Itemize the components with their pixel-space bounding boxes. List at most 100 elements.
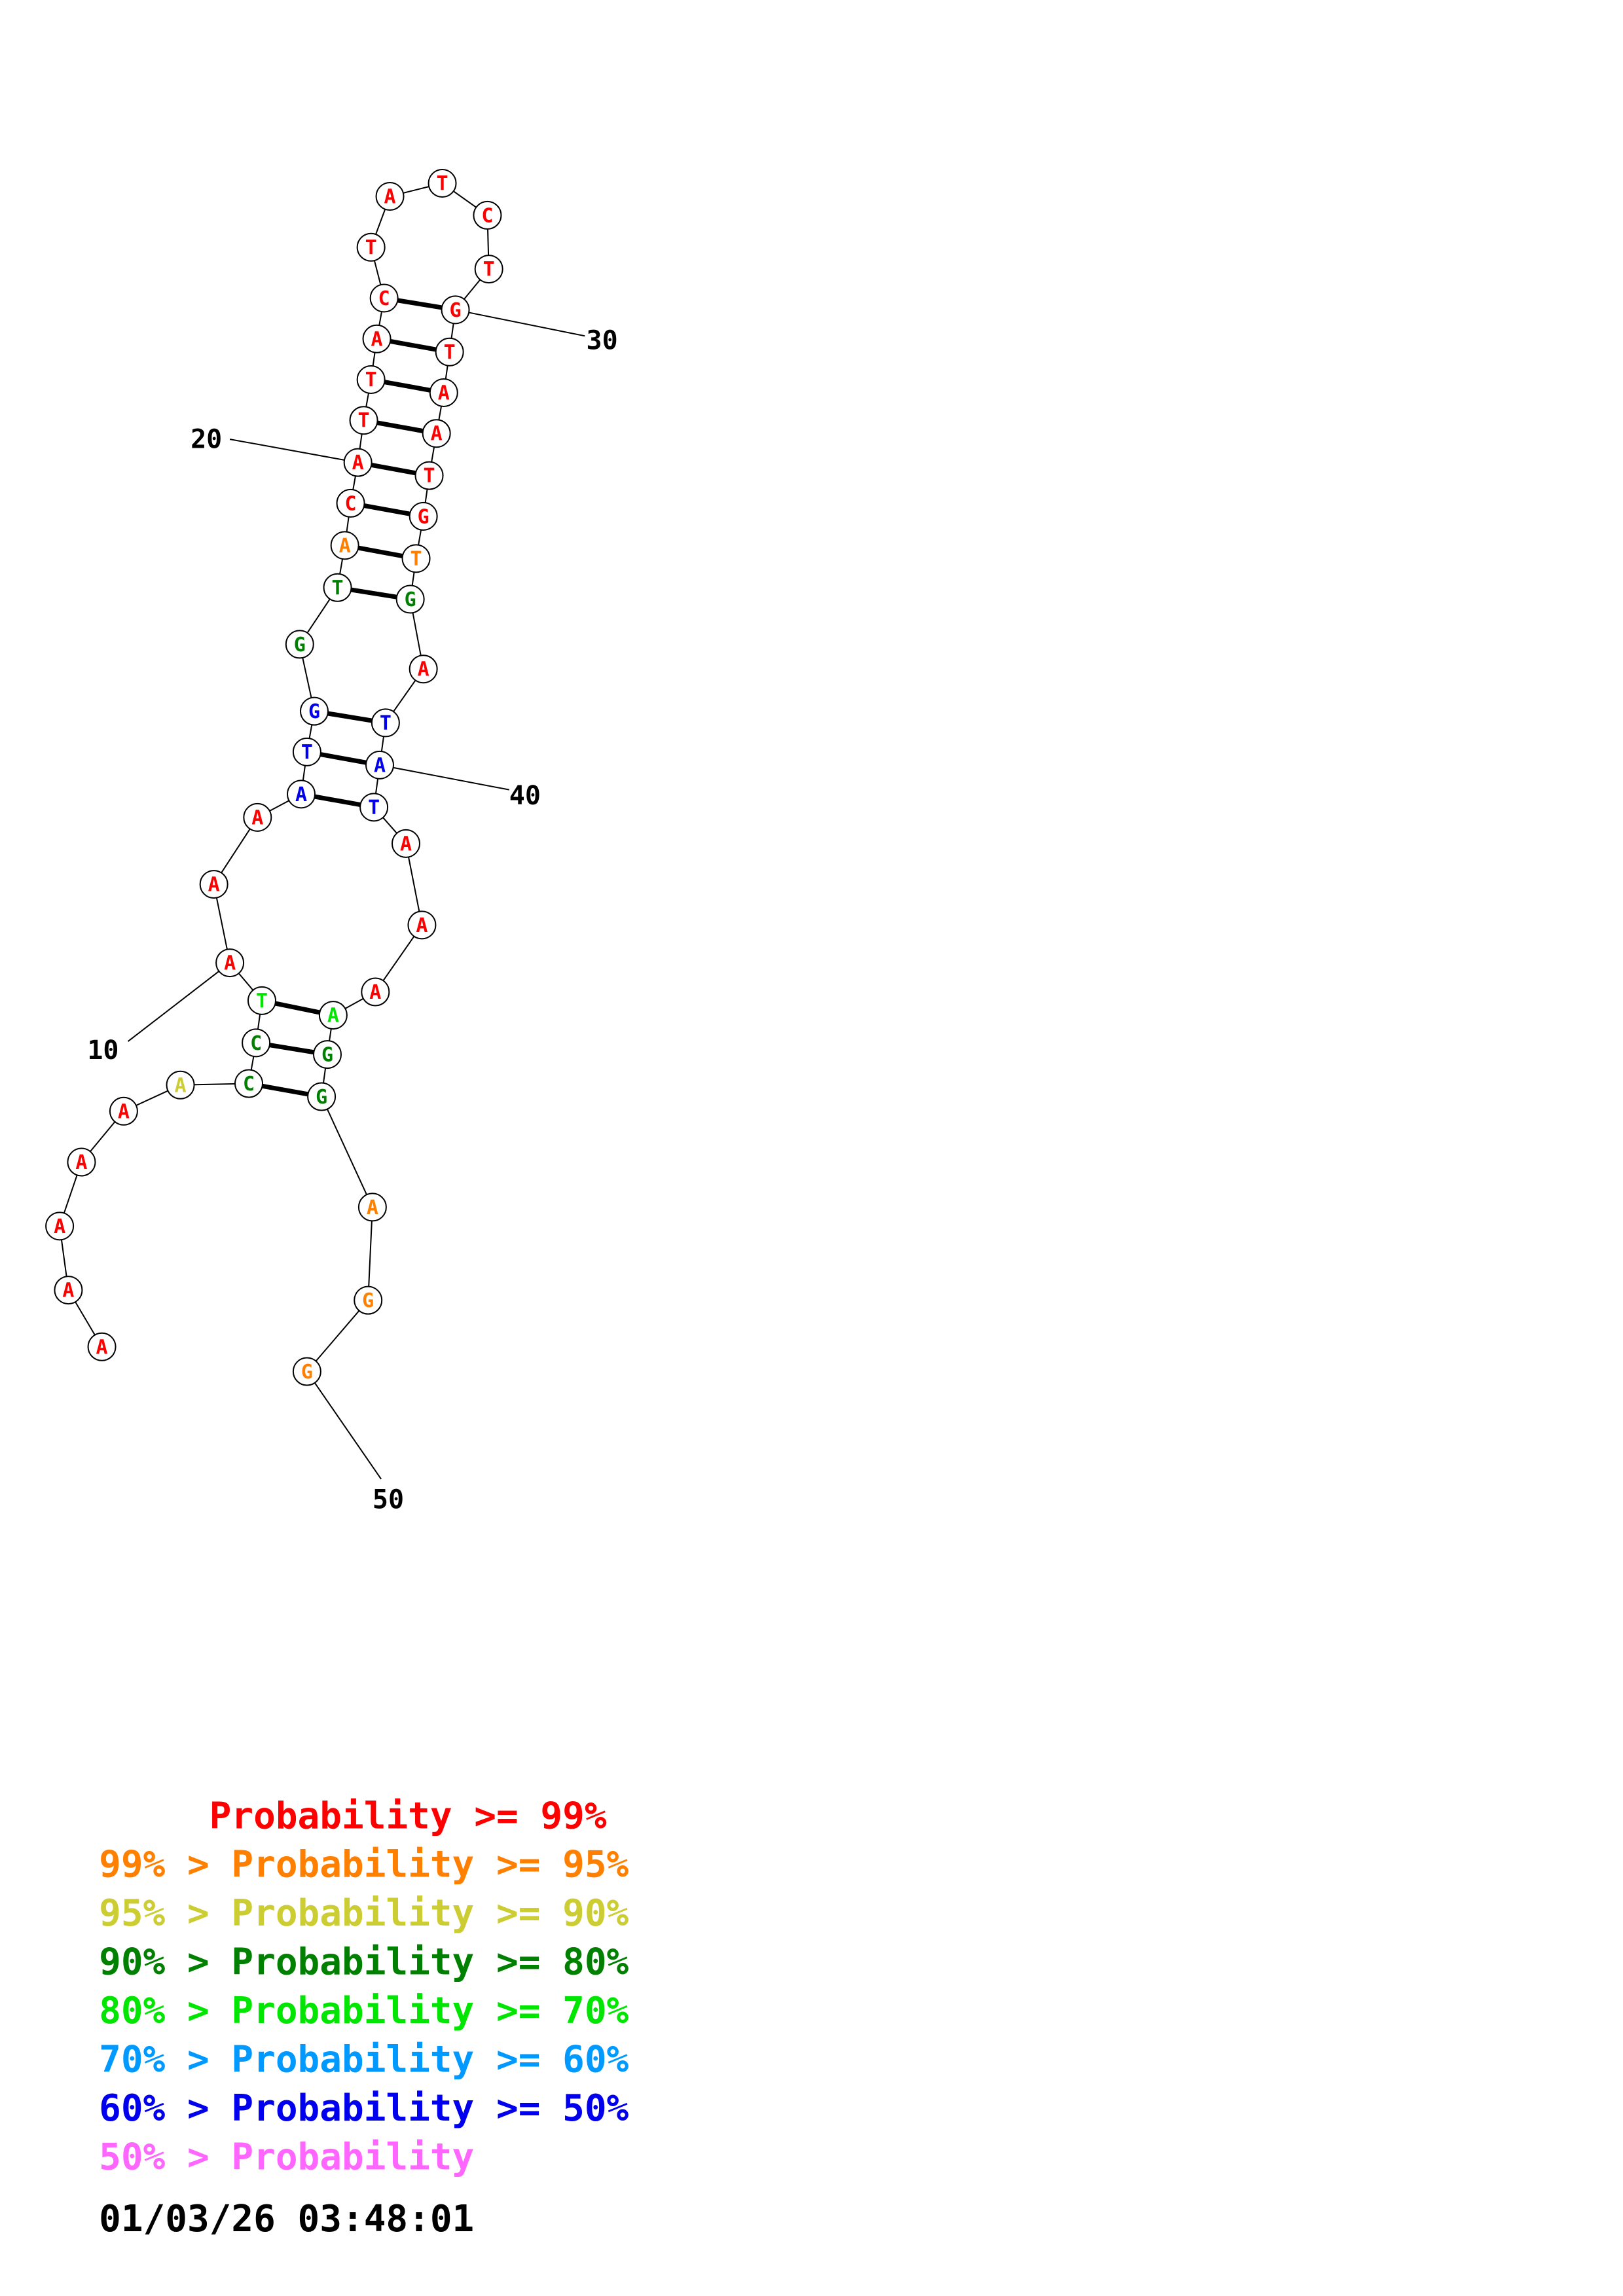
nucleotide-circle [359,793,389,822]
nucleotide-12: A [243,802,272,832]
nucleotide-20: A [343,448,373,477]
nucleotide-letter: T [483,259,495,281]
nucleotide-circle [307,1082,337,1111]
nucleotide-28: C [473,200,502,230]
nucleotide-letter: A [54,1215,65,1238]
nucleotide-circle [215,948,245,978]
base-pair-bond [363,503,410,516]
nucleotide-circle [361,977,390,1007]
nucleotide-circle [330,531,359,560]
legend-row-plt50: 50% > Probability [99,2136,474,2178]
nucleotide-letter: G [294,634,306,656]
nucleotide-circle [67,1147,96,1177]
position-tick [229,439,358,463]
nucleotide-circle [422,419,451,448]
nucleotide-letter: G [405,588,416,611]
nucleotide-circle [409,655,438,684]
nucleotide-letter: G [308,700,320,723]
nucleotide-letter: A [374,754,386,777]
nucleotide-letter: A [371,328,383,351]
nucleotide-circle [247,986,276,1015]
nucleotide-letter: C [345,492,357,515]
nucleotide-2: A [54,1276,83,1305]
nucleotide-26: A [375,181,405,211]
nucleotide-letter: A [208,874,220,897]
nucleotide-49: G [354,1285,383,1315]
nucleotide-letter: A [224,952,236,975]
backbone-segment [321,1096,373,1208]
legend-row-p95: 99% > Probability >= 95% [99,1844,629,1886]
nucleotide-circle [362,324,392,353]
nucleotide-letter: G [301,1361,313,1384]
nucleotide-11: A [199,870,228,899]
nucleotide-letter: T [424,465,435,488]
base-pair-bond [371,463,416,476]
nucleotide-3: A [45,1211,75,1241]
nucleotide-7: C [234,1069,263,1098]
nucleotide-letter: G [316,1086,327,1109]
nucleotide-32: A [429,378,458,407]
nucleotide-circle [395,584,425,614]
nucleotide-letter: A [118,1100,130,1123]
nucleotide-letter: A [400,833,412,855]
position-label-10: 10 [87,1035,119,1066]
nucleotide-8: C [242,1028,271,1058]
nucleotide-circle [323,573,352,602]
nucleotide-38: A [409,655,438,684]
position-label-20: 20 [191,424,222,454]
base-pair-bond [350,587,397,600]
nucleotide-circle [391,829,420,858]
nucleotide-5: A [109,1096,138,1126]
nucleotide-letter: A [369,981,381,1004]
nucleotide-circle [371,708,400,738]
nucleotide-letter: T [410,548,422,571]
backbone-layer [59,183,490,1372]
nucleotide-circle [312,1040,342,1069]
nucleotide-21: T [349,406,378,435]
nucleotide-circle [356,365,386,394]
nucleotide-circle [357,1193,387,1222]
nucleotide-41: T [359,793,389,822]
nucleotide-circle [318,1001,348,1030]
nucleotide-letter: A [352,452,364,475]
nucleotide-letter: T [332,577,344,600]
nucleotide-10: A [215,948,245,978]
nucleotide-circle [435,337,464,367]
nucleotide-letter: T [368,797,380,819]
nucleotide-22: T [356,365,386,394]
nucleotide-letter: G [418,505,429,528]
nucleotide-19: C [336,488,365,518]
backbone-segment [367,1207,373,1300]
nucleotide-circle [87,1332,117,1361]
nucleotide-letter: A [438,382,450,404]
nucleotide-4: A [67,1147,96,1177]
nucleotide-31: T [435,337,464,367]
nucleotide-letter: G [362,1289,374,1312]
nucleotide-47: G [307,1082,337,1111]
nucleotide-circle [243,802,272,832]
nucleotide-circle [286,780,316,809]
nucleotide-circle [349,406,378,435]
nucleotide-circle [234,1069,263,1098]
nucleotide-letter: A [295,783,307,806]
nucleotide-30: G [441,295,470,325]
nucleotide-circle [292,737,321,766]
nucleotide-letter: A [327,1005,339,1028]
nucleotide-letter: C [481,204,493,227]
nucleotide-circle [292,1357,321,1386]
nucleotide-circle [409,501,438,531]
nucleotide-46: G [312,1040,342,1069]
base-pair-bond [390,339,437,352]
nucleotide-circle [109,1096,138,1126]
timestamp: 01/03/26 03:48:01 [99,2198,474,2240]
nucleotide-17: T [323,573,352,602]
nucleotide-6: A [166,1070,195,1100]
nucleotide-1: A [87,1332,117,1361]
nucleotide-45: A [318,1001,348,1030]
nucleotide-36: T [401,544,431,573]
nucleotide-48: A [357,1193,387,1222]
nucleotide-letter: A [62,1280,74,1302]
nucleotide-circle [166,1070,195,1100]
nucleotide-letter: A [251,806,263,829]
